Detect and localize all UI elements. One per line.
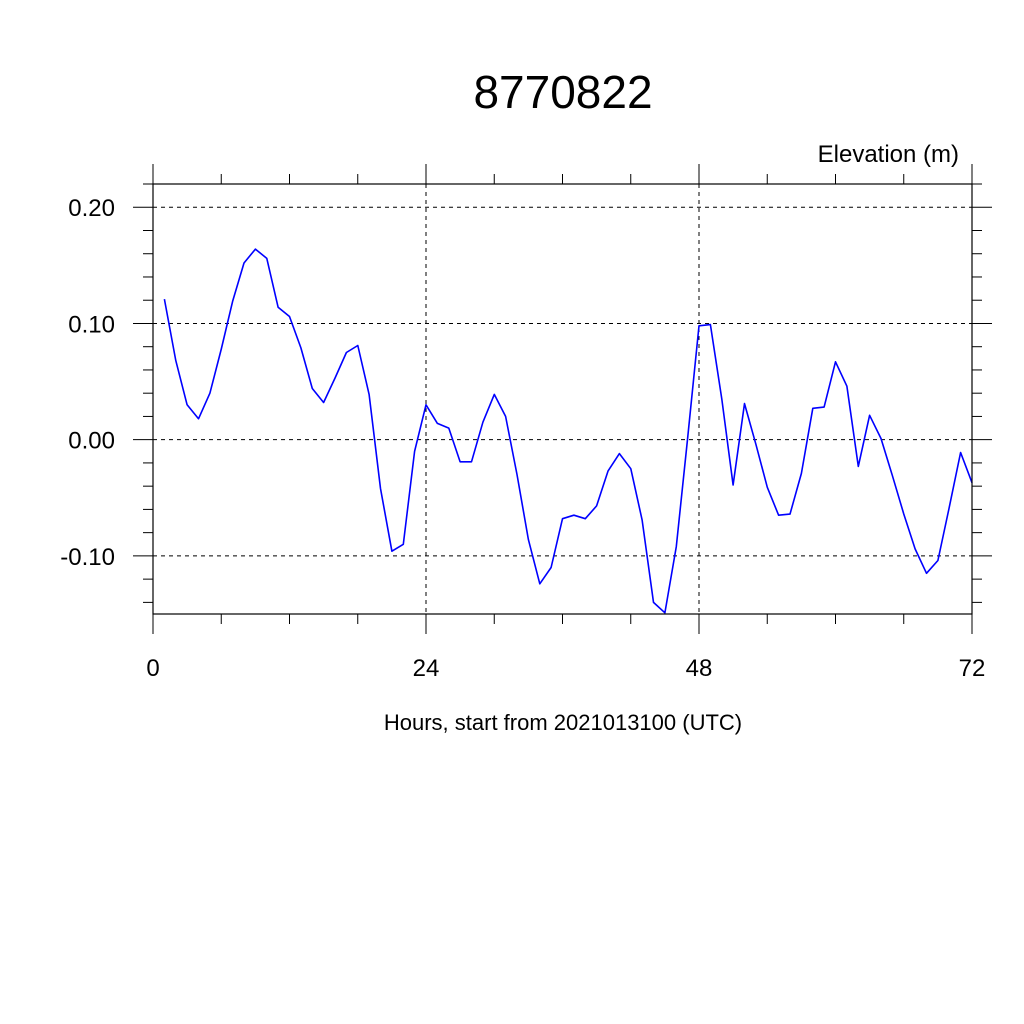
plot-frame	[152, 183, 973, 615]
y-tick-label: 0.10	[68, 311, 115, 338]
x-tick-label: 0	[146, 655, 159, 682]
x-tick-label: 48	[686, 655, 713, 682]
y-tick-label: 0.20	[68, 195, 115, 222]
series-group	[163, 248, 973, 614]
y-tick-label: 0.00	[68, 428, 115, 455]
grid-lines	[153, 184, 972, 614]
series-line	[163, 248, 973, 614]
y-tick-label: -0.10	[60, 544, 115, 571]
tick-labels: 0.20 0.10 0.00 -0.10 0 24 48 72	[60, 195, 985, 682]
x-axis-label: Hours, start from 2021013100 (UTC)	[384, 710, 742, 735]
x-tick-label: 24	[413, 655, 440, 682]
axis-ticks	[133, 164, 992, 634]
chart-subtitle: Elevation (m)	[818, 141, 959, 168]
chart-title: 8770822	[473, 66, 652, 118]
x-tick-label: 72	[959, 655, 986, 682]
